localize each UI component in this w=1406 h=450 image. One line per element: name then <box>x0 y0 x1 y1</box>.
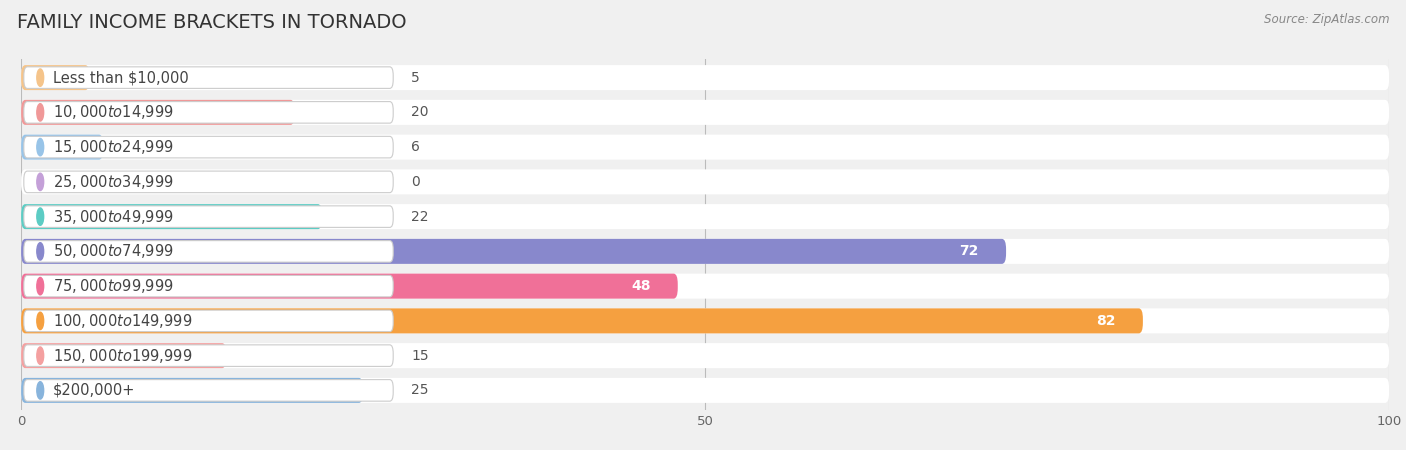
Text: $50,000 to $74,999: $50,000 to $74,999 <box>52 243 173 261</box>
FancyBboxPatch shape <box>21 100 295 125</box>
FancyBboxPatch shape <box>21 378 363 403</box>
Text: 48: 48 <box>631 279 651 293</box>
Circle shape <box>37 312 44 329</box>
FancyBboxPatch shape <box>21 204 1389 229</box>
FancyBboxPatch shape <box>24 345 394 366</box>
Text: $15,000 to $24,999: $15,000 to $24,999 <box>52 138 173 156</box>
Text: 15: 15 <box>411 349 429 363</box>
Circle shape <box>37 278 44 295</box>
FancyBboxPatch shape <box>21 274 1389 299</box>
Text: 6: 6 <box>411 140 420 154</box>
FancyBboxPatch shape <box>24 275 394 297</box>
Text: 82: 82 <box>1097 314 1115 328</box>
Text: 25: 25 <box>411 383 429 397</box>
FancyBboxPatch shape <box>24 136 394 158</box>
FancyBboxPatch shape <box>21 343 226 368</box>
FancyBboxPatch shape <box>21 169 1389 194</box>
Text: $75,000 to $99,999: $75,000 to $99,999 <box>52 277 173 295</box>
FancyBboxPatch shape <box>21 343 1389 368</box>
FancyBboxPatch shape <box>21 135 1389 160</box>
FancyBboxPatch shape <box>21 65 90 90</box>
Text: $200,000+: $200,000+ <box>52 383 135 398</box>
FancyBboxPatch shape <box>21 274 678 299</box>
FancyBboxPatch shape <box>24 380 394 401</box>
Text: $25,000 to $34,999: $25,000 to $34,999 <box>52 173 173 191</box>
Text: 5: 5 <box>411 71 420 85</box>
FancyBboxPatch shape <box>21 204 322 229</box>
Text: FAMILY INCOME BRACKETS IN TORNADO: FAMILY INCOME BRACKETS IN TORNADO <box>17 14 406 32</box>
FancyBboxPatch shape <box>24 310 394 332</box>
Circle shape <box>37 208 44 225</box>
Text: $35,000 to $49,999: $35,000 to $49,999 <box>52 207 173 225</box>
Text: $150,000 to $199,999: $150,000 to $199,999 <box>52 346 193 364</box>
Text: Less than $10,000: Less than $10,000 <box>52 70 188 85</box>
Circle shape <box>37 243 44 260</box>
FancyBboxPatch shape <box>24 171 394 193</box>
Circle shape <box>37 139 44 156</box>
FancyBboxPatch shape <box>24 67 394 88</box>
Circle shape <box>37 69 44 86</box>
Circle shape <box>37 347 44 364</box>
Text: $100,000 to $149,999: $100,000 to $149,999 <box>52 312 193 330</box>
FancyBboxPatch shape <box>24 241 394 262</box>
FancyBboxPatch shape <box>21 239 1007 264</box>
FancyBboxPatch shape <box>24 102 394 123</box>
Text: 72: 72 <box>959 244 979 258</box>
Circle shape <box>37 104 44 121</box>
FancyBboxPatch shape <box>21 239 1389 264</box>
FancyBboxPatch shape <box>24 206 394 227</box>
Text: $10,000 to $14,999: $10,000 to $14,999 <box>52 104 173 122</box>
Circle shape <box>37 173 44 190</box>
FancyBboxPatch shape <box>21 378 1389 403</box>
FancyBboxPatch shape <box>21 308 1389 333</box>
Text: 22: 22 <box>411 210 429 224</box>
FancyBboxPatch shape <box>21 65 1389 90</box>
FancyBboxPatch shape <box>21 308 1143 333</box>
Text: Source: ZipAtlas.com: Source: ZipAtlas.com <box>1264 14 1389 27</box>
FancyBboxPatch shape <box>21 100 1389 125</box>
Text: 20: 20 <box>411 105 429 119</box>
Text: 0: 0 <box>411 175 420 189</box>
Circle shape <box>37 382 44 399</box>
FancyBboxPatch shape <box>21 135 103 160</box>
